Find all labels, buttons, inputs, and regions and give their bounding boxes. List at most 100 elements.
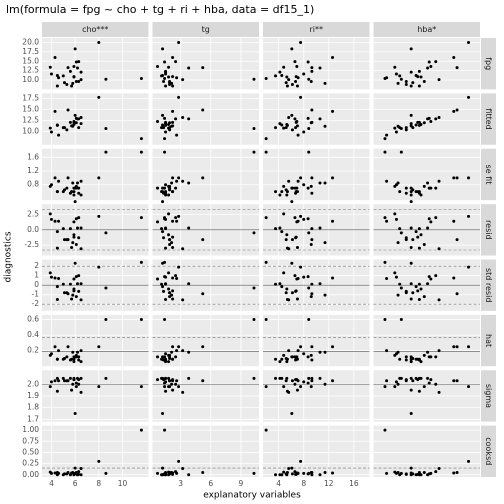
point <box>285 75 289 79</box>
point <box>48 126 52 130</box>
point <box>299 385 303 389</box>
point <box>434 186 438 190</box>
point <box>72 357 76 361</box>
point <box>310 358 314 362</box>
point <box>76 66 79 70</box>
point <box>168 238 172 242</box>
point <box>426 350 430 354</box>
point <box>71 81 75 85</box>
point <box>411 379 415 383</box>
point <box>72 186 76 190</box>
strip <box>373 22 480 37</box>
point <box>310 282 314 286</box>
x-tick-label: 10 <box>118 479 128 488</box>
point <box>429 471 433 475</box>
point <box>399 150 403 154</box>
point <box>62 188 66 192</box>
point <box>452 176 456 180</box>
point <box>285 190 289 194</box>
x-tick-label: 4 <box>49 479 54 488</box>
point <box>187 66 191 70</box>
point <box>309 80 313 83</box>
point <box>331 176 335 180</box>
point <box>164 193 168 197</box>
point <box>309 295 313 299</box>
point <box>163 216 167 220</box>
point <box>307 77 311 81</box>
point <box>409 376 413 380</box>
point <box>48 271 52 275</box>
y-tick-label: 2.0 <box>27 379 39 388</box>
point <box>404 472 408 476</box>
x-tick-label: 4 <box>276 479 281 488</box>
point <box>427 217 431 221</box>
point <box>163 186 167 190</box>
x-tick-label: 8 <box>301 479 306 488</box>
point <box>171 289 175 293</box>
point <box>274 190 278 194</box>
point <box>65 128 69 132</box>
point <box>53 471 57 475</box>
point <box>48 65 52 69</box>
point <box>411 291 415 295</box>
point <box>177 41 181 44</box>
point <box>55 471 59 475</box>
point <box>306 217 310 221</box>
point <box>79 247 83 251</box>
point <box>70 190 74 194</box>
point <box>79 193 83 197</box>
point <box>455 66 459 70</box>
point <box>284 81 288 85</box>
point <box>160 74 164 78</box>
point <box>455 471 459 475</box>
point <box>252 376 256 380</box>
point <box>302 183 306 187</box>
point <box>171 246 175 250</box>
point <box>437 247 441 251</box>
point <box>139 260 143 264</box>
point <box>55 190 59 194</box>
point <box>57 133 61 137</box>
y-tick-label: 0.50 <box>22 447 39 456</box>
point <box>161 230 165 234</box>
y-tick-label: 15.0 <box>22 105 39 114</box>
point <box>201 108 205 112</box>
point <box>331 379 335 383</box>
point <box>55 84 59 88</box>
point <box>310 69 314 73</box>
point <box>409 466 413 470</box>
point <box>302 130 306 134</box>
point <box>398 74 402 78</box>
point <box>74 275 78 279</box>
point <box>74 355 78 359</box>
point <box>164 282 168 286</box>
point <box>163 428 167 432</box>
point <box>97 345 101 349</box>
point <box>396 293 400 297</box>
point <box>170 124 174 128</box>
point <box>417 227 421 231</box>
point <box>163 77 167 80</box>
point <box>467 214 471 218</box>
point <box>274 376 278 380</box>
point <box>399 318 403 322</box>
point <box>295 124 299 128</box>
point <box>318 473 322 477</box>
point <box>385 179 389 183</box>
point <box>167 360 171 364</box>
point <box>393 271 397 275</box>
point <box>162 80 166 83</box>
point <box>163 355 167 359</box>
point <box>290 238 294 242</box>
point <box>97 265 101 269</box>
point <box>62 472 66 476</box>
point <box>274 126 278 130</box>
point <box>287 349 291 353</box>
point <box>79 282 83 286</box>
point <box>278 122 282 126</box>
point <box>383 318 387 322</box>
point <box>174 60 178 64</box>
point <box>73 466 77 470</box>
point <box>455 238 459 242</box>
